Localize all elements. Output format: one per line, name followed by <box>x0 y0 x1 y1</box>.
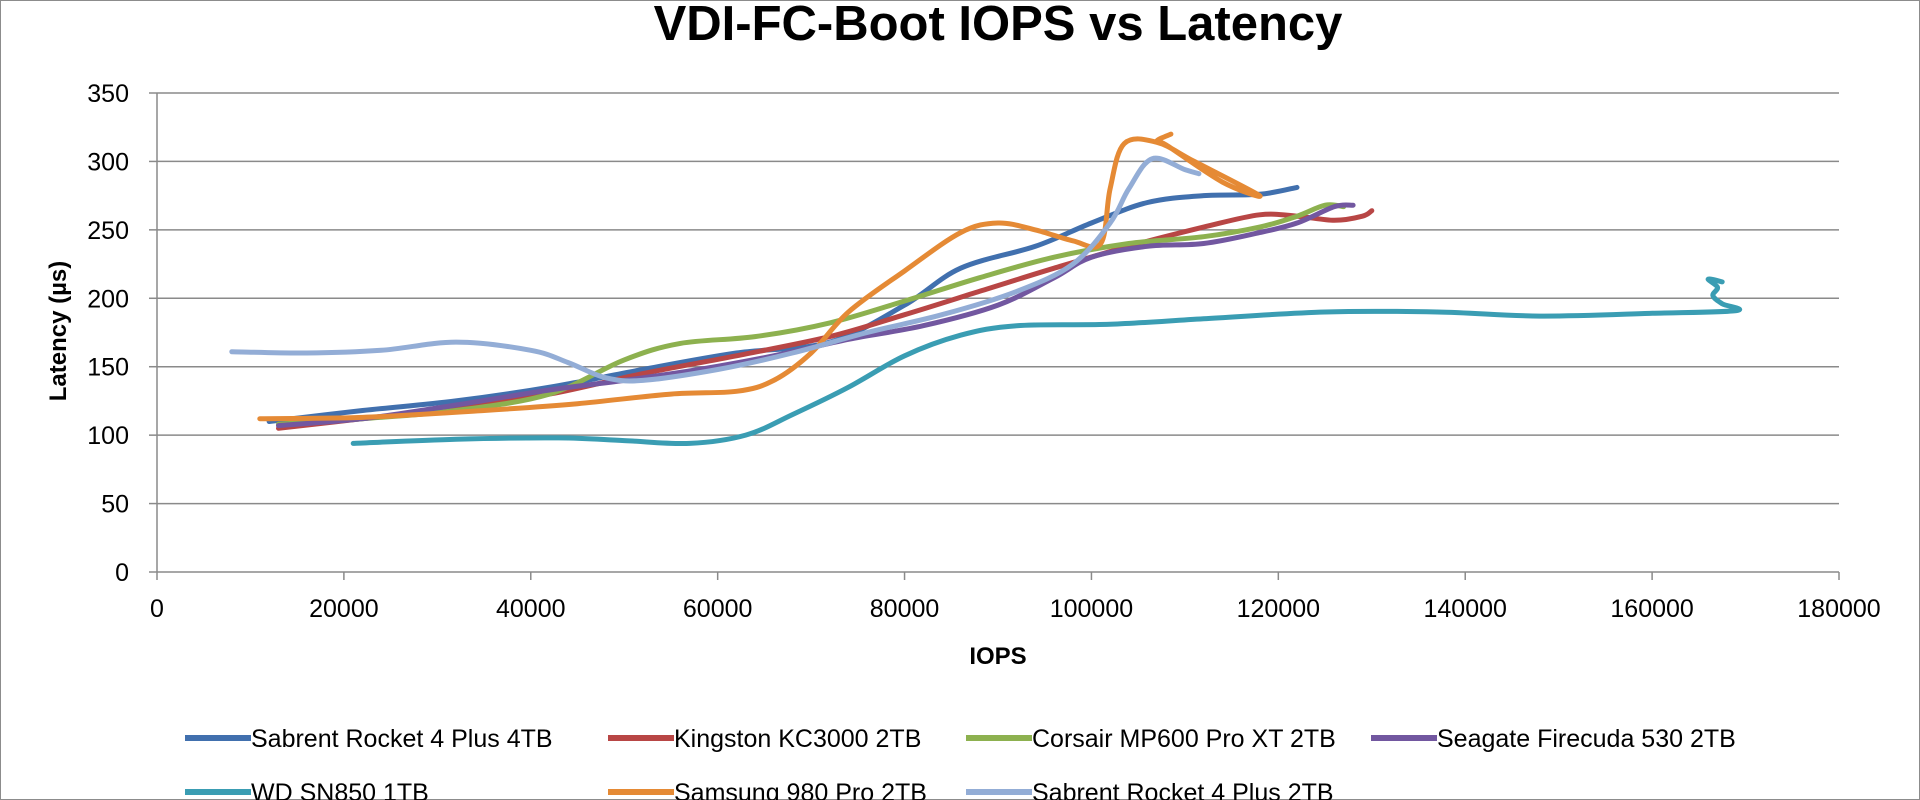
series-line-sabrent-rocket-4-plus-2tb <box>229 155 1202 384</box>
x-tick-label: 80000 <box>870 595 940 623</box>
x-tick-labels: 0 20000 40000 60000 80000 100000 120000 140000 1… <box>150 595 1881 623</box>
y-tick-label: 100 <box>87 422 129 450</box>
series-line-seagate-firecuda-530-2tb <box>276 202 1356 429</box>
x-axis-title: IOPS <box>969 643 1026 670</box>
x-tick-label: 120000 <box>1237 595 1320 623</box>
chart-title: VDI-FC-Boot IOPS vs Latency <box>654 0 1343 51</box>
series-line-corsair-mp600-pro-xt-2tb <box>276 202 1347 427</box>
y-tick-label: 250 <box>87 217 129 245</box>
y-axis-title: Latency (µs) <box>45 261 72 402</box>
y-tick-label: 350 <box>87 80 129 108</box>
x-tick-label: 180000 <box>1797 595 1880 623</box>
legend-label-seagate-firecuda-530-2tb: Seagate Firecuda 530 2TB <box>1437 725 1736 753</box>
series-line-samsung-980-pro-2tb <box>257 131 1263 422</box>
y-tick-label: 200 <box>87 285 129 313</box>
series-lines <box>229 131 1742 447</box>
legend-label-samsung-980-pro-2tb: Samsung 980 Pro 2TB <box>674 779 927 800</box>
x-tick-label: 40000 <box>496 595 566 623</box>
series-line-wd-sn850-1tb <box>350 276 1742 447</box>
y-tick-label: 0 <box>115 559 129 587</box>
x-tick-label: 160000 <box>1610 595 1693 623</box>
y-tick-label: 300 <box>87 148 129 176</box>
legend-label-wd-sn850-1tb: WD SN850 1TB <box>251 779 429 800</box>
legend: Sabrent Rocket 4 Plus 4TB Kingston KC3000… <box>185 725 1736 800</box>
gridlines <box>157 92 1839 505</box>
series-line-sabrent-rocket-4-plus-4tb <box>266 184 1300 424</box>
x-tick-label: 20000 <box>309 595 379 623</box>
y-tick-label: 150 <box>87 354 129 382</box>
axes <box>149 92 1840 580</box>
x-tick-label: 0 <box>150 595 164 623</box>
legend-label-sabrent-rocket-4-plus-2tb: Sabrent Rocket 4 Plus 2TB <box>1032 779 1334 800</box>
legend-label-corsair-mp600-pro-xt-2tb: Corsair MP600 Pro XT 2TB <box>1032 725 1336 753</box>
y-tick-labels: 0 50 100 150 200 250 300 350 <box>87 80 129 587</box>
y-tick-label: 50 <box>101 491 129 519</box>
legend-label-kingston-kc3000-2tb: Kingston KC3000 2TB <box>674 725 921 753</box>
x-tick-label: 140000 <box>1424 595 1507 623</box>
x-tick-label: 60000 <box>683 595 753 623</box>
legend-label-sabrent-rocket-4-plus-4tb: Sabrent Rocket 4 Plus 4TB <box>251 725 553 753</box>
x-tick-label: 100000 <box>1050 595 1133 623</box>
